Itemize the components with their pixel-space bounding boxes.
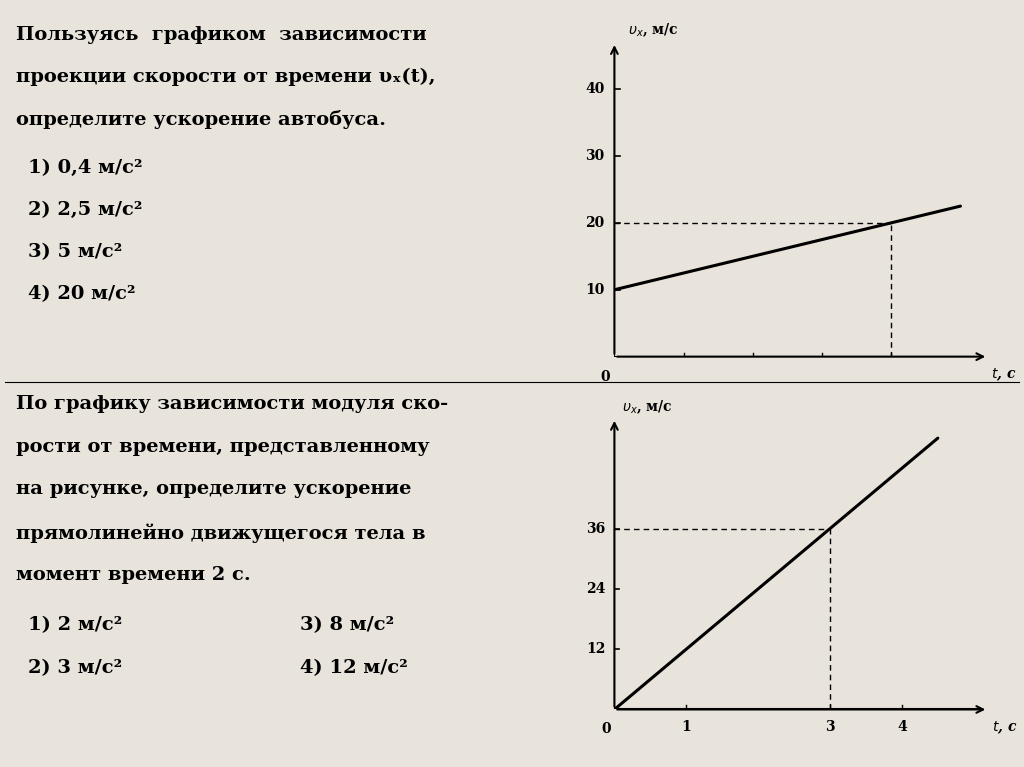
- Text: момент времени 2 с.: момент времени 2 с.: [16, 566, 251, 584]
- Text: 30: 30: [586, 149, 605, 163]
- Text: определите ускорение автобуса.: определите ускорение автобуса.: [16, 110, 386, 129]
- Text: $υ_x$, м/с: $υ_x$, м/с: [629, 21, 679, 39]
- Text: 1: 1: [681, 719, 691, 733]
- Text: 4) 20 м/с²: 4) 20 м/с²: [28, 285, 135, 303]
- Text: 3) 5 м/с²: 3) 5 м/с²: [28, 243, 122, 261]
- Text: 3) 8 м/с²: 3) 8 м/с²: [299, 616, 393, 634]
- Text: 4) 12 м/с²: 4) 12 м/с²: [299, 659, 408, 677]
- Text: 4: 4: [897, 719, 907, 733]
- Text: $υ_x$, м/с: $υ_x$, м/с: [622, 398, 673, 416]
- Text: 40: 40: [586, 82, 605, 96]
- Text: на рисунке, определите ускорение: на рисунке, определите ускорение: [16, 480, 412, 499]
- Text: 3: 3: [825, 719, 835, 733]
- Text: $t$, с: $t$, с: [992, 719, 1017, 736]
- Text: проекции скорости от времени υₓ(t),: проекции скорости от времени υₓ(t),: [16, 68, 435, 87]
- Text: рости от времени, представленному: рости от времени, представленному: [16, 437, 430, 456]
- Text: 20: 20: [586, 216, 605, 230]
- Text: 12: 12: [587, 642, 606, 657]
- Text: Пользуясь  графиком  зависимости: Пользуясь графиком зависимости: [16, 26, 427, 44]
- Text: 24: 24: [587, 582, 606, 596]
- Text: 0: 0: [600, 370, 609, 384]
- Text: 2) 3 м/с²: 2) 3 м/с²: [28, 659, 122, 677]
- Text: 36: 36: [587, 522, 606, 535]
- Text: $t$, с: $t$, с: [991, 367, 1016, 384]
- Text: 1) 2 м/с²: 1) 2 м/с²: [28, 616, 122, 634]
- Text: прямолинейно движущегося тела в: прямолинейно движущегося тела в: [16, 523, 426, 542]
- Text: 1) 0,4 м/с²: 1) 0,4 м/с²: [28, 160, 142, 177]
- Text: 2) 2,5 м/с²: 2) 2,5 м/с²: [28, 201, 142, 219]
- Text: По графику зависимости модуля ско-: По графику зависимости модуля ско-: [16, 395, 449, 413]
- Text: 10: 10: [586, 283, 605, 297]
- Text: 0: 0: [601, 722, 610, 736]
